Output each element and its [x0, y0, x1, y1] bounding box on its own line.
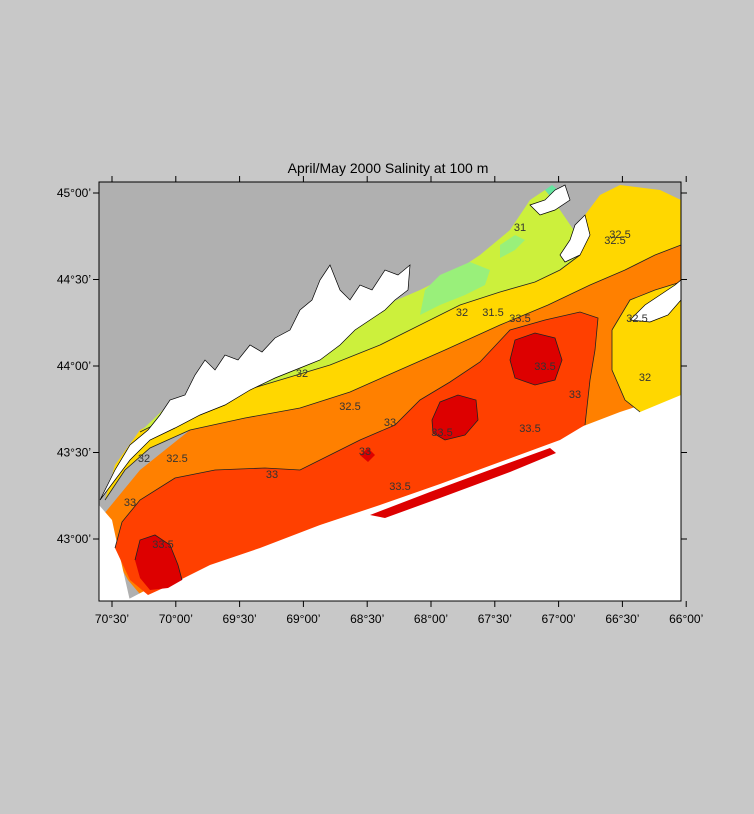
contour-label: 31: [514, 222, 526, 234]
contour-label: 32.5: [609, 229, 630, 241]
x-tick-label: 66°30’: [605, 612, 639, 626]
band-33-33.5: [115, 312, 598, 595]
band-gt-33.5-4: [360, 448, 375, 462]
contour-label: 31.5: [482, 307, 503, 319]
x-axis-bottom: 70°30’ 70°00’ 69°30’ 69°00’ 68°30’ 68°00’ 67°3…: [95, 601, 703, 626]
map-title: April/May 2000 Salinity at 100 m: [288, 160, 489, 176]
contour-label: 32: [456, 307, 468, 319]
x-tick-label: 68°00’: [414, 612, 448, 626]
band-gt-33.5-5: [370, 448, 556, 518]
contour-lines: [104, 244, 682, 581]
contour-label: 32.5: [604, 235, 625, 247]
contour-label: 33: [384, 417, 396, 429]
y-tick-label: 44°00’: [57, 359, 91, 373]
contour-label: 32.5: [626, 313, 647, 325]
y-tick-label: 43°30’: [57, 446, 91, 460]
y-tick-label: 45°00’: [57, 186, 91, 200]
contour-label: 33: [569, 389, 581, 401]
x-tick-label: 67°30’: [478, 612, 512, 626]
contour-label: 33.5: [519, 423, 540, 435]
contour-label: 33.5: [431, 427, 452, 439]
contour-label: 33.5: [152, 539, 173, 551]
x-tick-label: 70°30’: [95, 612, 129, 626]
x-tick-label: 67°00’: [542, 612, 576, 626]
contour-labels: 3131.532323232.532.532.5333333333333.533…: [124, 222, 651, 551]
band-lt-31: [545, 185, 558, 198]
contour-label: 33.5: [534, 361, 555, 373]
contour-label: 33: [359, 446, 371, 458]
coastline: [99, 184, 682, 501]
x-axis-top: [111, 176, 687, 182]
x-tick-label: 69°30’: [223, 612, 257, 626]
x-tick-label: 70°00’: [159, 612, 193, 626]
contour-label: 33.5: [509, 313, 530, 325]
band-gt-33.5-3: [510, 333, 562, 385]
contour-label: 32: [138, 453, 150, 465]
plot-frame: [98, 181, 682, 602]
plot-area: [99, 182, 682, 601]
band-31-31.5: [420, 262, 490, 315]
contour-label: 32: [639, 372, 651, 384]
contour-label: 33: [266, 469, 278, 481]
x-tick-label: 66°00’: [669, 612, 703, 626]
y-tick-label: 43°00’: [57, 532, 91, 546]
contour-label: 32.5: [339, 401, 360, 413]
contour-label: 33.5: [389, 481, 410, 493]
y-axis-right: [681, 192, 687, 540]
y-axis-left: 45°00’ 44°30’ 44°00’ 43°30’ 43°00’: [57, 186, 99, 546]
x-tick-label: 68°30’: [350, 612, 384, 626]
band-gt-33.5-1: [135, 535, 182, 590]
contour-label: 32.5: [166, 453, 187, 465]
contour-label: 32: [296, 368, 308, 380]
x-tick-label: 69°00’: [286, 612, 320, 626]
band-31-31.5-north: [500, 235, 525, 258]
contour-label: 33: [124, 497, 136, 509]
y-tick-label: 44°30’: [57, 273, 91, 287]
band-gt-33.5-2: [432, 395, 478, 440]
no-data-region-left: [99, 505, 130, 601]
